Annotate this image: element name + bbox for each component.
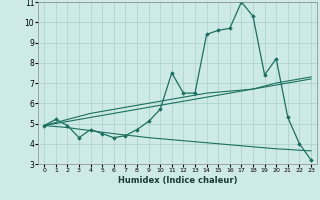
X-axis label: Humidex (Indice chaleur): Humidex (Indice chaleur) [118, 176, 237, 185]
